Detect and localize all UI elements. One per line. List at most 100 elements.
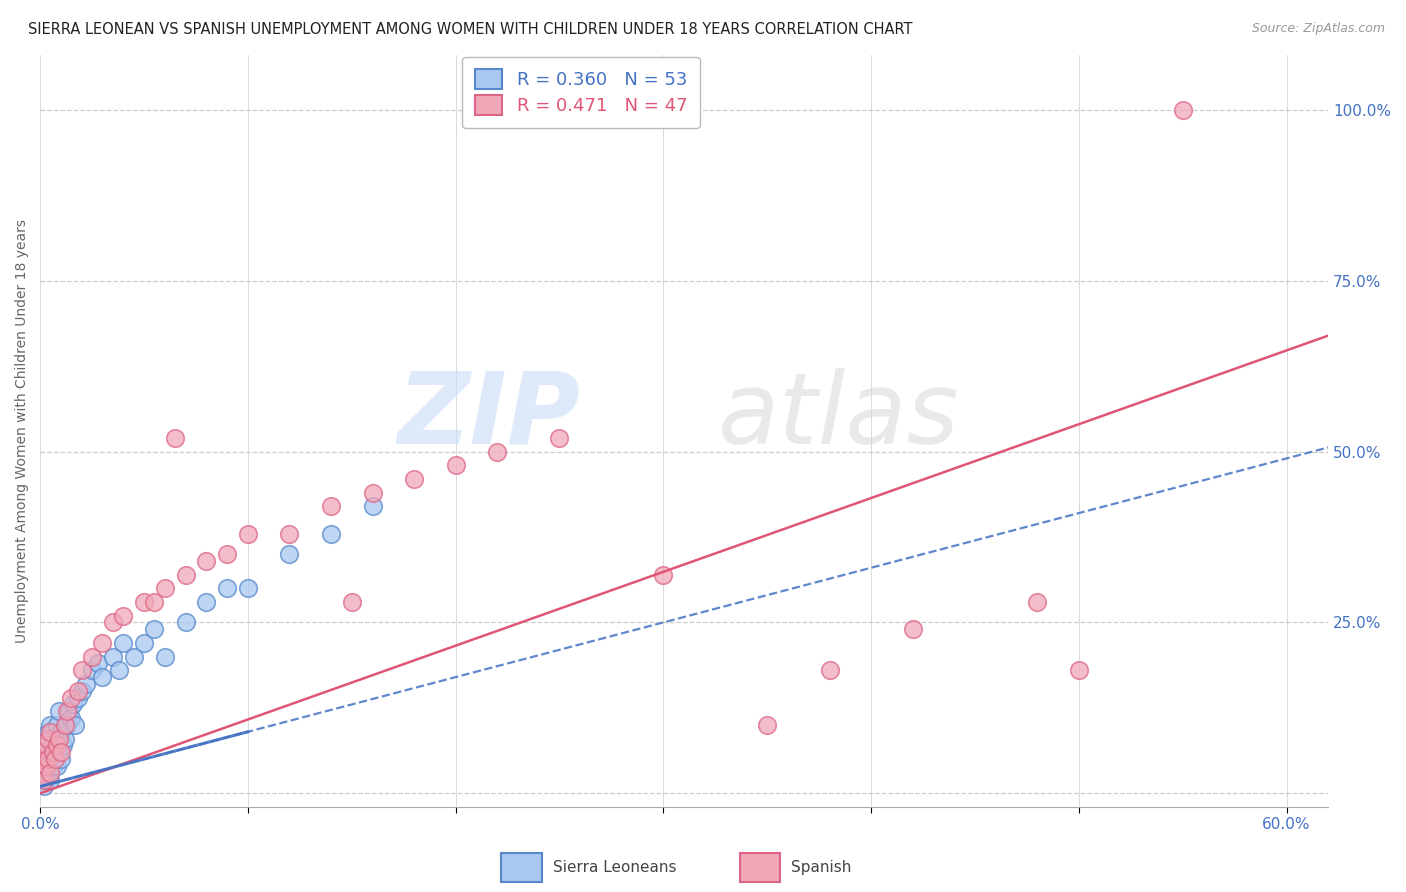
Point xyxy=(32,752,55,766)
Point xyxy=(112,608,135,623)
Point xyxy=(60,711,83,725)
Point xyxy=(35,759,58,773)
Point xyxy=(402,472,425,486)
Point xyxy=(340,595,363,609)
Point xyxy=(31,745,53,759)
Text: Source: ZipAtlas.com: Source: ZipAtlas.com xyxy=(1251,22,1385,36)
Point xyxy=(35,772,58,787)
Y-axis label: Unemployment Among Women with Children Under 18 years: Unemployment Among Women with Children U… xyxy=(15,219,30,643)
Point xyxy=(87,657,110,671)
Point xyxy=(91,636,114,650)
Point xyxy=(31,772,53,787)
Point xyxy=(41,745,63,759)
Point xyxy=(652,567,675,582)
Point xyxy=(80,663,103,677)
Point xyxy=(31,752,53,766)
Point xyxy=(48,745,70,759)
Point xyxy=(91,670,114,684)
Point xyxy=(60,690,83,705)
Legend: R = 0.360   N = 53, R = 0.471   N = 47: R = 0.360 N = 53, R = 0.471 N = 47 xyxy=(463,57,700,128)
Point xyxy=(62,698,84,712)
Point xyxy=(49,724,72,739)
Point xyxy=(37,752,59,766)
Point xyxy=(32,772,55,787)
FancyBboxPatch shape xyxy=(740,854,780,881)
Point xyxy=(56,704,79,718)
Point xyxy=(35,759,58,773)
Point xyxy=(818,663,841,677)
Point xyxy=(44,752,66,766)
Point xyxy=(122,649,145,664)
Point xyxy=(1067,663,1090,677)
Point xyxy=(236,581,259,595)
Point xyxy=(45,739,67,753)
Point xyxy=(165,431,187,445)
Point xyxy=(319,500,342,514)
Text: ZIP: ZIP xyxy=(398,368,581,465)
Point xyxy=(361,500,384,514)
Point xyxy=(53,731,76,746)
Point xyxy=(756,718,779,732)
Point xyxy=(70,663,93,677)
Point xyxy=(39,724,62,739)
Point xyxy=(143,622,166,636)
Point xyxy=(195,554,218,568)
Point xyxy=(58,704,80,718)
Point xyxy=(53,718,76,732)
Point xyxy=(217,581,239,595)
Point xyxy=(48,704,70,718)
Point xyxy=(112,636,135,650)
Text: Sierra Leoneans: Sierra Leoneans xyxy=(553,860,676,875)
Point xyxy=(49,745,72,759)
Text: atlas: atlas xyxy=(718,368,959,465)
Point xyxy=(80,649,103,664)
Point xyxy=(37,765,59,780)
Point xyxy=(45,759,67,773)
Point xyxy=(32,731,55,746)
Point xyxy=(901,622,924,636)
Point xyxy=(32,765,55,780)
Point xyxy=(75,677,97,691)
Point xyxy=(66,683,89,698)
Point xyxy=(153,649,176,664)
Point xyxy=(44,731,66,746)
Point xyxy=(41,759,63,773)
Point xyxy=(278,547,301,561)
Point xyxy=(217,547,239,561)
Text: Spanish: Spanish xyxy=(792,860,852,875)
Point xyxy=(66,690,89,705)
Point xyxy=(39,772,62,787)
Point xyxy=(48,731,70,746)
Point xyxy=(101,649,124,664)
Point xyxy=(32,780,55,794)
Point xyxy=(153,581,176,595)
Point xyxy=(52,739,75,753)
FancyBboxPatch shape xyxy=(501,854,541,881)
Point xyxy=(195,595,218,609)
Point xyxy=(278,526,301,541)
Point xyxy=(444,458,467,473)
Text: SIERRA LEONEAN VS SPANISH UNEMPLOYMENT AMONG WOMEN WITH CHILDREN UNDER 18 YEARS : SIERRA LEONEAN VS SPANISH UNEMPLOYMENT A… xyxy=(28,22,912,37)
Point xyxy=(174,567,197,582)
Point xyxy=(56,718,79,732)
Point xyxy=(39,765,62,780)
Point xyxy=(37,731,59,746)
Point xyxy=(108,663,131,677)
Point xyxy=(1171,103,1194,117)
Point xyxy=(39,718,62,732)
Point xyxy=(44,752,66,766)
Point xyxy=(31,759,53,773)
Point xyxy=(49,752,72,766)
Point xyxy=(35,739,58,753)
Point xyxy=(37,724,59,739)
Point xyxy=(361,485,384,500)
Point xyxy=(101,615,124,630)
Point xyxy=(35,739,58,753)
Point xyxy=(37,752,59,766)
Point xyxy=(45,718,67,732)
Point xyxy=(32,745,55,759)
Point xyxy=(174,615,197,630)
Point xyxy=(143,595,166,609)
Point xyxy=(39,745,62,759)
Point xyxy=(31,765,53,780)
